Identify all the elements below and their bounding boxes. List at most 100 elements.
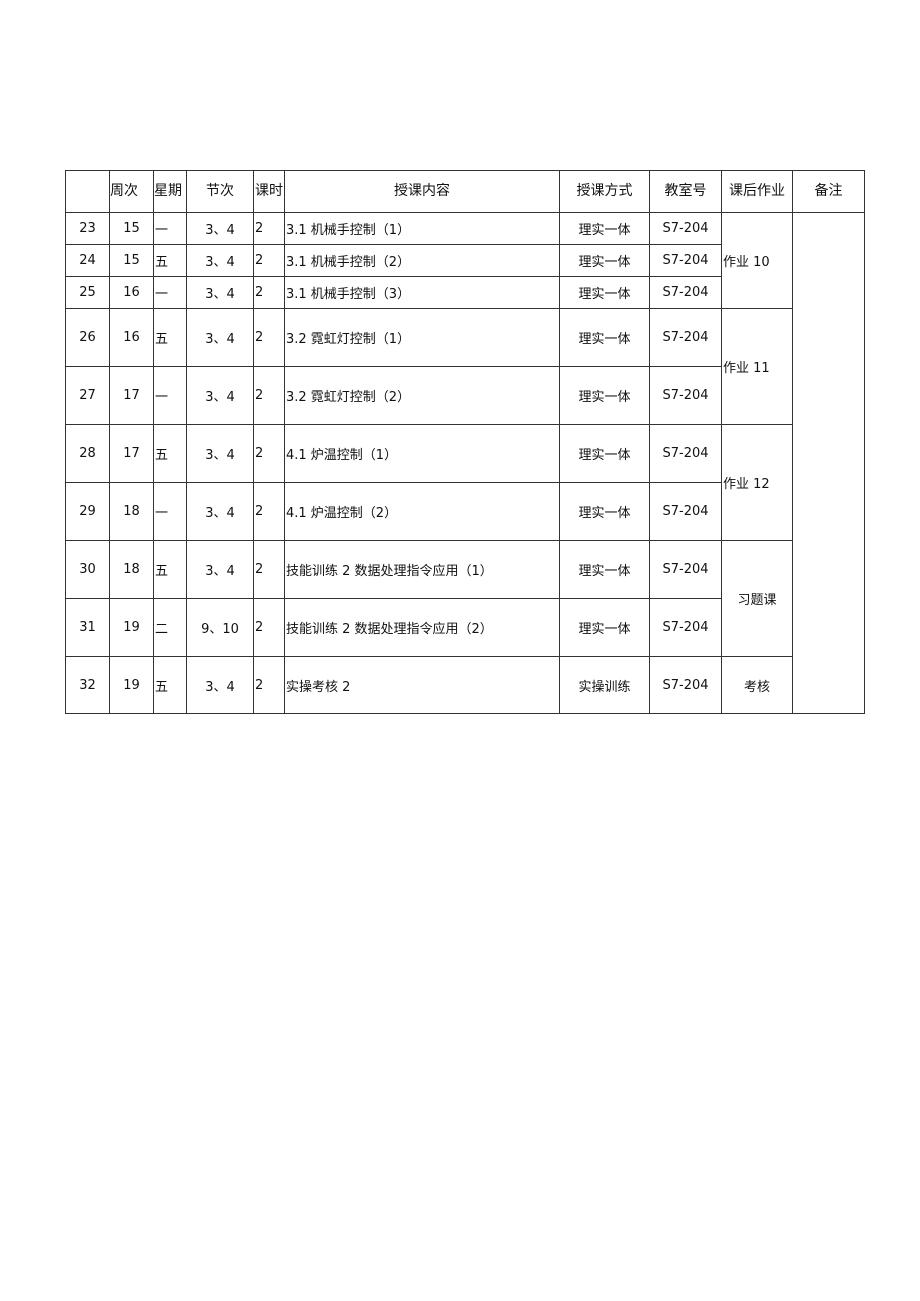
cell-content: 3.2 霓虹灯控制（1） (284, 308, 560, 367)
cell-method: 理实一体 (559, 308, 650, 367)
cell-periods: 3、4 (186, 212, 254, 245)
table-row: 26 16 五 3、4 2 3.2 霓虹灯控制（1） 理实一体 S7-204 作业 11 (65, 308, 865, 425)
cell-room: S7-204 (649, 244, 722, 277)
cell-hours: 2 (253, 308, 285, 367)
table-row: 23 15 一 3、4 2 3.1 机械手控制（1） 理实一体 S7-204 作业 10 (65, 212, 865, 714)
cell-no: 23 (65, 212, 110, 245)
cell-no: 30 (65, 540, 110, 599)
cell-hours: 2 (253, 540, 285, 599)
cell-content: 3.1 机械手控制（3） (284, 276, 560, 309)
cell-room: S7-204 (649, 424, 722, 483)
cell-day: 一 (153, 276, 187, 309)
cell-hours: 2 (253, 424, 285, 483)
cell-day: 五 (153, 656, 187, 714)
cell-no: 29 (65, 482, 110, 541)
cell-method: 理实一体 (559, 482, 650, 541)
table-row: 25 16 一 3、4 2 3.1 机械手控制（3） 理实一体 S7-204 (65, 276, 865, 309)
cell-day: 五 (153, 424, 187, 483)
cell-method: 理实一体 (559, 424, 650, 483)
cell-week: 19 (109, 656, 154, 714)
cell-method: 实操训练 (559, 656, 650, 714)
cell-room: S7-204 (649, 598, 722, 657)
cell-room: S7-204 (649, 212, 722, 245)
cell-homework: 作业 10 (721, 212, 793, 309)
header-hours: 课时 (253, 170, 285, 213)
table-row: 31 19 二 9、10 2 技能训练 2 数据处理指令应用（2） 理实一体 S7-204 (65, 598, 865, 657)
cell-no: 27 (65, 366, 110, 425)
table-row: 29 18 一 3、4 2 4.1 炉温控制（2） 理实一体 S7-204 (65, 482, 865, 541)
cell-week: 18 (109, 540, 154, 599)
cell-day: 五 (153, 244, 187, 277)
course-schedule-table: 周次 星期 节次 课时 授课内容 授课方式 教室号 课后作业 备注 23 15 一 3、4 2 3.1 机械… (65, 170, 865, 714)
cell-method: 理实一体 (559, 244, 650, 277)
cell-content: 4.1 炉温控制（1） (284, 424, 560, 483)
cell-room: S7-204 (649, 366, 722, 425)
cell-hours: 2 (253, 482, 285, 541)
header-notes: 备注 (792, 170, 865, 213)
cell-hours: 2 (253, 212, 285, 245)
header-method: 授课方式 (559, 170, 650, 213)
cell-no: 24 (65, 244, 110, 277)
cell-no: 26 (65, 308, 110, 367)
cell-hours: 2 (253, 366, 285, 425)
cell-hours: 2 (253, 276, 285, 309)
cell-day: 五 (153, 308, 187, 367)
header-periods: 节次 (186, 170, 254, 213)
cell-content: 3.1 机械手控制（1） (284, 212, 560, 245)
cell-room: S7-204 (649, 656, 722, 714)
cell-week: 16 (109, 276, 154, 309)
cell-hours: 2 (253, 244, 285, 277)
cell-room: S7-204 (649, 308, 722, 367)
cell-method: 理实一体 (559, 598, 650, 657)
cell-method: 理实一体 (559, 212, 650, 245)
cell-homework: 习题课 (721, 540, 793, 657)
cell-method: 理实一体 (559, 276, 650, 309)
header-number (65, 170, 110, 213)
cell-periods: 3、4 (186, 656, 254, 714)
cell-week: 17 (109, 366, 154, 425)
cell-homework: 考核 (721, 656, 793, 714)
cell-periods: 3、4 (186, 308, 254, 367)
header-row: 周次 星期 节次 课时 授课内容 授课方式 教室号 课后作业 备注 (65, 170, 865, 213)
cell-homework: 作业 11 (721, 308, 793, 425)
cell-day: 一 (153, 366, 187, 425)
cell-content: 技能训练 2 数据处理指令应用（2） (284, 598, 560, 657)
cell-periods: 3、4 (186, 482, 254, 541)
cell-periods: 3、4 (186, 276, 254, 309)
table-row: 27 17 一 3、4 2 3.2 霓虹灯控制（2） 理实一体 S7-204 (65, 366, 865, 425)
cell-day: 一 (153, 482, 187, 541)
header-homework: 课后作业 (721, 170, 793, 213)
cell-hours: 2 (253, 598, 285, 657)
cell-content: 3.1 机械手控制（2） (284, 244, 560, 277)
cell-room: S7-204 (649, 482, 722, 541)
cell-day: 二 (153, 598, 187, 657)
cell-no: 32 (65, 656, 110, 714)
cell-content: 实操考核 2 (284, 656, 560, 714)
cell-week: 15 (109, 212, 154, 245)
cell-content: 3.2 霓虹灯控制（2） (284, 366, 560, 425)
cell-room: S7-204 (649, 540, 722, 599)
cell-hours: 2 (253, 656, 285, 714)
table-row: 30 18 五 3、4 2 技能训练 2 数据处理指令应用（1） 理实一体 S7-204 习题课 (65, 540, 865, 657)
cell-periods: 9、10 (186, 598, 254, 657)
header-content: 授课内容 (284, 170, 560, 213)
cell-week: 19 (109, 598, 154, 657)
cell-notes (792, 212, 865, 714)
cell-method: 理实一体 (559, 540, 650, 599)
cell-no: 28 (65, 424, 110, 483)
cell-day: 一 (153, 212, 187, 245)
header-weekday: 星期 (153, 170, 187, 213)
cell-periods: 3、4 (186, 540, 254, 599)
table-row: 28 17 五 3、4 2 4.1 炉温控制（1） 理实一体 S7-204 作业 12 (65, 424, 865, 541)
cell-week: 18 (109, 482, 154, 541)
cell-method: 理实一体 (559, 366, 650, 425)
cell-room: S7-204 (649, 276, 722, 309)
cell-no: 31 (65, 598, 110, 657)
cell-week: 15 (109, 244, 154, 277)
cell-week: 17 (109, 424, 154, 483)
table-row: 32 19 五 3、4 2 实操考核 2 实操训练 S7-204 考核 (65, 656, 865, 714)
header-room: 教室号 (649, 170, 722, 213)
cell-day: 五 (153, 540, 187, 599)
cell-no: 25 (65, 276, 110, 309)
cell-homework: 作业 12 (721, 424, 793, 541)
